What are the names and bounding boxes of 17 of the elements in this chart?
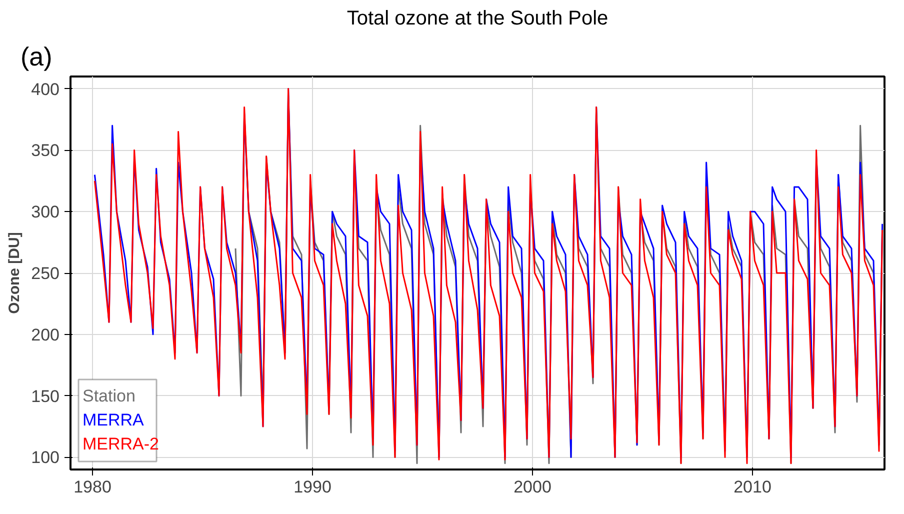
x-tick-label: 2000	[514, 478, 552, 496]
x-tick-label: 1980	[74, 478, 112, 496]
y-tick-label: 400	[31, 80, 60, 99]
y-tick-label: 200	[31, 325, 60, 344]
y-tick-label: 300	[31, 202, 60, 222]
y-tick-label: 150	[31, 386, 60, 406]
x-tick-label: 1990	[294, 478, 332, 496]
chart-title: Total ozone at the South Pole	[346, 8, 608, 30]
text: MERRA-2	[82, 434, 160, 454]
y-axis-title: Ozone [DU]	[6, 232, 24, 314]
y-tick-label: 350	[31, 141, 60, 160]
text: (a)	[20, 42, 52, 72]
text: Station	[82, 386, 136, 406]
x-tick-label: 2010	[734, 478, 772, 496]
text: MERRA	[82, 410, 145, 430]
y-tick-label: 250	[31, 264, 60, 283]
y-tick-label: 100	[31, 448, 60, 468]
